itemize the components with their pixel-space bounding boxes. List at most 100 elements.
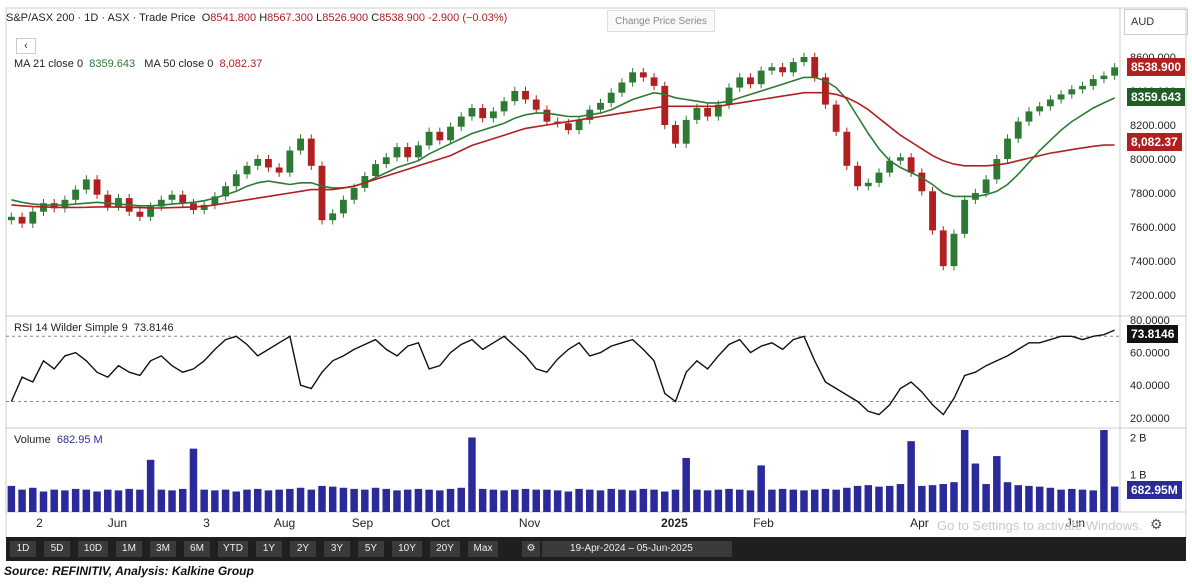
ma50-value: 8,082.37 xyxy=(219,58,263,70)
volume-bar xyxy=(468,437,476,512)
candle-body xyxy=(757,70,765,85)
volume-bar xyxy=(1078,489,1087,512)
timeframe-button-ytd[interactable]: YTD xyxy=(218,541,248,557)
candle-body xyxy=(479,108,487,119)
x-tick-label: Apr xyxy=(910,516,929,530)
volume-bar xyxy=(1057,489,1065,512)
volume-bar xyxy=(425,489,433,512)
timeframe-button-1m[interactable]: 1M xyxy=(116,541,142,557)
volume-bar xyxy=(885,485,894,512)
candle-body xyxy=(607,92,615,103)
candle-body xyxy=(725,87,733,105)
timeframe-button-1y[interactable]: 1Y xyxy=(256,541,282,557)
back-chevron-icon[interactable]: ‹ xyxy=(16,38,36,54)
volume-bar xyxy=(939,484,948,512)
candle-body xyxy=(425,131,433,146)
timeframe-button-2y[interactable]: 2Y xyxy=(290,541,316,557)
candle-body xyxy=(414,145,422,158)
windows-watermark: Go to Settings to activate Windows. xyxy=(937,518,1143,533)
candle-body xyxy=(779,67,787,73)
candle-body xyxy=(886,160,894,173)
candle-body xyxy=(265,159,272,168)
volume-bar xyxy=(607,488,615,512)
candle-body xyxy=(1036,106,1044,112)
candle-body xyxy=(747,77,754,85)
price-tag: 8538.900 xyxy=(1127,58,1186,76)
timeframe-button-20y[interactable]: 20Y xyxy=(430,541,460,557)
timeframe-button-10y[interactable]: 10Y xyxy=(392,541,422,557)
volume-bar xyxy=(843,487,851,512)
candle-body xyxy=(896,157,904,161)
volume-bar xyxy=(693,489,701,512)
low-value: 8526.900 xyxy=(322,12,369,24)
candle-body xyxy=(404,147,412,158)
candle-body xyxy=(18,216,26,224)
timeframe-button-3m[interactable]: 3M xyxy=(150,541,176,557)
volume-tag: 682.95M xyxy=(1127,481,1182,499)
x-tick-label: 2025 xyxy=(661,516,688,530)
candle-body xyxy=(800,57,808,63)
candle-body xyxy=(147,206,155,217)
volume-bar xyxy=(232,491,241,512)
timeframe-button-max[interactable]: Max xyxy=(468,541,498,557)
candle-body xyxy=(929,191,936,231)
timeframe-button-10d[interactable]: 10D xyxy=(78,541,108,557)
candle-body xyxy=(361,176,369,188)
ma50-line xyxy=(11,91,1115,209)
price-tick-label: 8000.000 xyxy=(1130,154,1176,166)
candle-body xyxy=(1079,85,1086,90)
candle-body xyxy=(211,196,219,205)
candle-body xyxy=(275,167,283,173)
candle-body xyxy=(232,174,240,187)
volume-bar xyxy=(714,489,723,512)
candle-body xyxy=(318,165,326,221)
price-tick-label: 7400.000 xyxy=(1130,256,1176,268)
close-label: C xyxy=(371,12,380,24)
volume-bar xyxy=(414,488,423,512)
timeframe-button-6m[interactable]: 6M xyxy=(184,541,210,557)
candle-body xyxy=(61,199,69,209)
volume-tick-label: 1 B xyxy=(1130,470,1147,482)
x-tick-label: Jun xyxy=(108,516,127,530)
volume-bar xyxy=(157,489,166,512)
change-price-series-button[interactable]: Change Price Series xyxy=(607,10,715,32)
timeframe-button-5y[interactable]: 5Y xyxy=(358,541,384,557)
volume-bar xyxy=(489,489,498,512)
timeframe-button-1d[interactable]: 1D xyxy=(10,541,36,557)
rsi-tick-label: 40.0000 xyxy=(1130,380,1170,392)
volume-bar xyxy=(864,485,873,512)
currency-selector[interactable]: AUD xyxy=(1124,9,1188,35)
timeframe-button-3y[interactable]: 3Y xyxy=(324,541,350,557)
volume-bar xyxy=(596,490,605,512)
volume-bar xyxy=(532,489,540,512)
candle-body xyxy=(125,198,133,212)
candle-body xyxy=(307,138,315,166)
volume-bar xyxy=(1110,486,1119,512)
candle-body xyxy=(1057,94,1065,100)
candle-body xyxy=(50,203,58,209)
timeframe-button-5d[interactable]: 5D xyxy=(44,541,70,557)
volume-bar xyxy=(789,489,798,512)
ma-legend: MA 21 close 0 8359.643 MA 50 close 0 8,0… xyxy=(14,58,262,70)
range-settings-icon[interactable]: ⚙ xyxy=(522,541,540,557)
candle-body xyxy=(1004,138,1011,159)
candle-body xyxy=(907,157,915,173)
candle-body xyxy=(104,194,112,207)
volume-bar xyxy=(564,491,573,512)
candle-body xyxy=(222,186,230,197)
x-tick-label: Sep xyxy=(352,516,374,530)
candle-body xyxy=(7,216,15,221)
volume-bar xyxy=(553,490,562,512)
volume-bar xyxy=(661,491,669,512)
candle-body xyxy=(832,104,840,132)
date-range-picker[interactable]: 19-Apr-2024 – 05-Jun-2025 xyxy=(542,541,732,557)
volume-bar xyxy=(1035,486,1044,512)
candle-body xyxy=(1100,75,1108,80)
volume-bar xyxy=(639,488,648,512)
candle-body xyxy=(618,82,626,93)
candle-body xyxy=(950,233,958,267)
settings-gear-icon[interactable]: ⚙ xyxy=(1150,516,1163,532)
volume-bar xyxy=(7,485,16,512)
candle-body xyxy=(864,182,872,187)
